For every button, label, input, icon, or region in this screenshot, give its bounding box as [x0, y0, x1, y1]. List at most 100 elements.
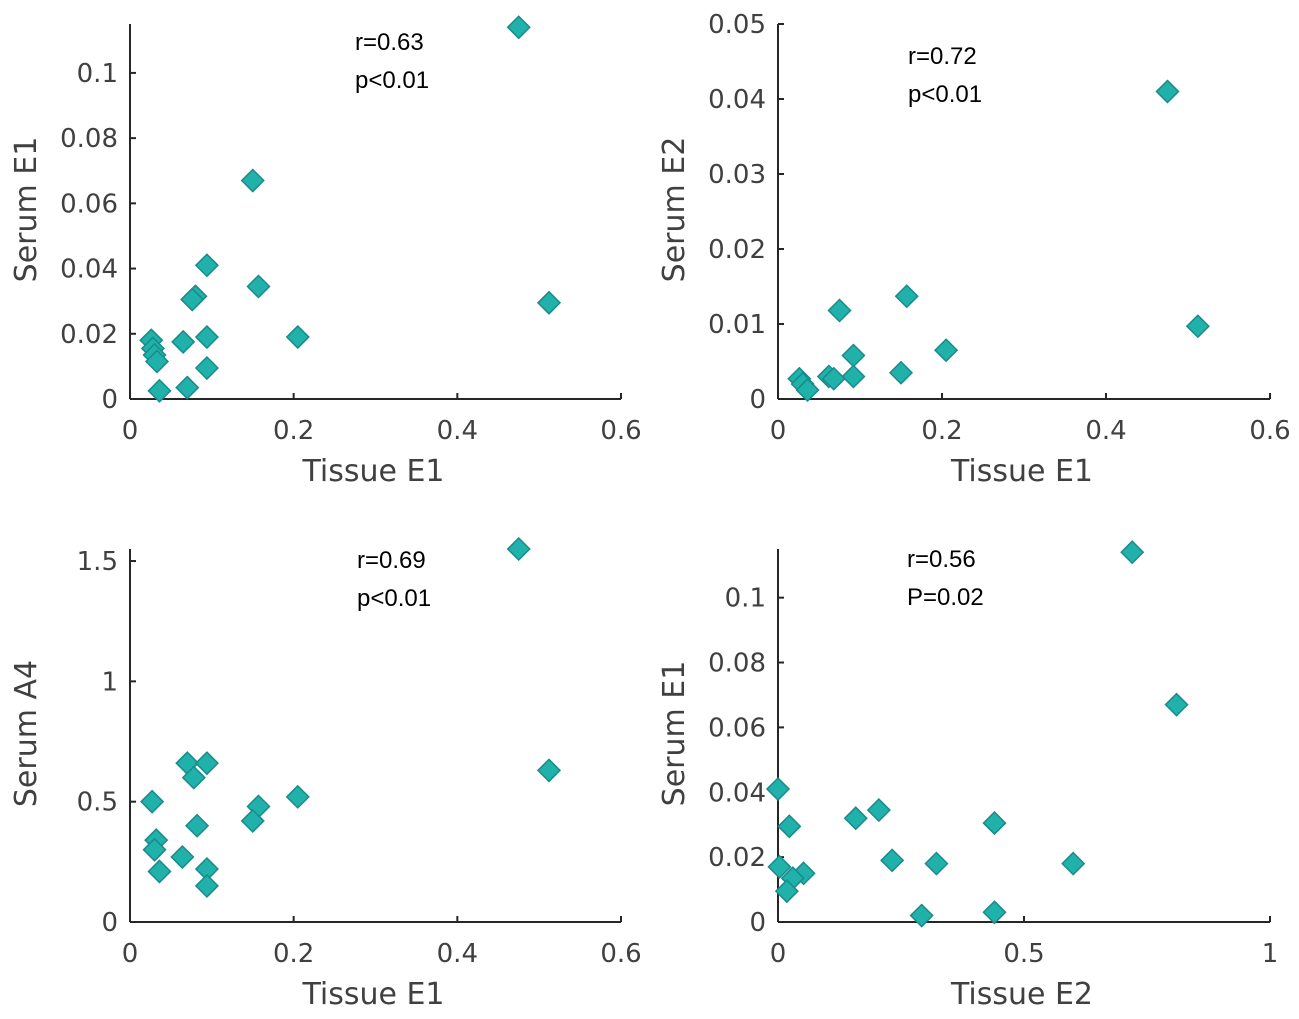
y-tick-label: 0.04: [60, 255, 118, 285]
scatter-panel-tissue-e2-vs-serum-e1: 0 0.5 1 0 0.02 0.04 0.06 0.08 0.1 Tissue E2 Serum …: [657, 540, 1279, 1012]
data-point: [536, 758, 562, 783]
data-point: [240, 808, 265, 833]
y-tick-label: 0.08: [708, 649, 766, 679]
data-point: [536, 290, 562, 315]
y-tick-label: 0.1: [77, 59, 118, 89]
data-point: [506, 536, 531, 562]
data-point: [866, 798, 891, 823]
y-axis-title: Serum E1: [657, 661, 692, 807]
data-point: [1120, 540, 1145, 565]
data-point: [185, 813, 210, 838]
x-tick-label: 0: [122, 416, 139, 446]
y-tick-label: 1.5: [77, 547, 118, 577]
data-point: [880, 848, 905, 873]
x-tick-label: 0.2: [921, 416, 962, 446]
data-point: [1185, 314, 1210, 339]
data-point: [795, 377, 820, 403]
data-point: [246, 274, 271, 299]
data-point: [909, 903, 934, 928]
correlation-p-label: p<0.01: [355, 67, 429, 94]
data-point: [934, 338, 959, 363]
data-point: [194, 751, 219, 776]
x-axis-title: Tissue E1: [301, 977, 444, 1012]
y-tick-label: 0.02: [708, 235, 766, 265]
x-tick-label: 0.6: [600, 939, 641, 969]
x-tick-label: 0.2: [273, 416, 314, 446]
data-point: [142, 837, 167, 862]
data-point: [194, 253, 219, 278]
data-point: [843, 806, 868, 831]
correlation-p-label: P=0.02: [907, 584, 984, 611]
x-tick-label: 0.5: [1003, 939, 1044, 969]
data-point: [147, 378, 172, 403]
data-point: [777, 814, 802, 839]
data-point: [171, 329, 196, 354]
correlation-r-label: r=0.72: [908, 43, 977, 70]
correlation-r-label: r=0.69: [357, 547, 426, 574]
data-point: [175, 375, 200, 400]
x-tick-label: 0.4: [437, 416, 478, 446]
data-point: [180, 287, 205, 312]
y-tick-label: 0.01: [708, 310, 766, 340]
scatter-panel-tissue-e1-vs-serum-e2: 0 0.2 0.4 0.6 0 0.01 0.02 0.03 0.04 0.05 Tissue E1…: [657, 10, 1291, 489]
y-tick-label: 0.02: [60, 320, 118, 350]
y-axis-title: Serum A4: [9, 660, 44, 807]
y-tick-label: 1: [101, 667, 118, 697]
data-point: [194, 355, 219, 381]
data-point: [181, 765, 206, 790]
data-point: [194, 873, 219, 898]
x-tick-label: 0: [770, 939, 787, 969]
data-point: [841, 364, 866, 389]
data-point: [1164, 692, 1189, 717]
y-tick-label: 0.04: [708, 778, 766, 808]
correlation-p-label: p<0.01: [908, 81, 982, 108]
x-tick-label: 0: [122, 939, 139, 969]
x-tick-label: 0.6: [1249, 416, 1290, 446]
data-point: [894, 284, 919, 309]
scatter-panel-tissue-e1-vs-serum-e1: 0 0.2 0.4 0.6 0 0.02 0.04 0.06 0.08 0.1 Tissue E1 S…: [9, 15, 642, 489]
x-tick-label: 0.4: [1085, 416, 1126, 446]
y-axis-title: Serum E1: [9, 137, 44, 283]
y-tick-label: 0.5: [77, 788, 118, 818]
correlation-r-label: r=0.63: [355, 29, 424, 56]
scatter-panel-tissue-e1-vs-serum-a4: 0 0.2 0.4 0.6 0 0.5 1 1.5 Tissue E1 Serum A4 r=0.6…: [9, 536, 642, 1012]
y-tick-label: 0: [749, 385, 766, 415]
x-tick-label: 0: [770, 416, 787, 446]
y-tick-label: 0.08: [60, 124, 118, 154]
data-point: [285, 784, 310, 809]
data-point: [982, 900, 1007, 925]
y-tick-label: 0.06: [708, 713, 766, 743]
x-axis-title: Tissue E1: [950, 454, 1093, 489]
data-point: [170, 844, 195, 870]
data-point: [841, 343, 866, 368]
y-axis-title: Serum E2: [657, 137, 692, 283]
data-point: [1061, 851, 1086, 876]
data-point: [827, 298, 852, 323]
y-tick-label: 0.03: [708, 160, 766, 190]
x-axis-title: Tissue E2: [950, 977, 1093, 1012]
y-tick-label: 0.04: [708, 85, 766, 115]
y-tick-label: 0: [749, 908, 766, 938]
data-point: [765, 776, 791, 802]
data-point: [140, 789, 165, 814]
x-tick-label: 0.2: [273, 939, 314, 969]
data-point: [144, 349, 170, 374]
y-tick-label: 0: [101, 908, 118, 938]
x-tick-label: 0.6: [600, 416, 641, 446]
x-tick-label: 1: [1262, 939, 1279, 969]
data-point: [194, 324, 219, 350]
correlation-p-label: p<0.01: [357, 585, 431, 612]
data-point: [821, 366, 846, 391]
data-point: [888, 360, 914, 385]
x-tick-label: 0.4: [437, 939, 478, 969]
data-point: [767, 854, 792, 879]
data-point: [1155, 79, 1180, 104]
data-point: [240, 168, 265, 193]
y-tick-label: 0.02: [708, 843, 766, 873]
y-tick-label: 0.06: [60, 189, 118, 219]
y-tick-label: 0: [101, 385, 118, 415]
data-point: [774, 879, 799, 904]
data-point: [506, 15, 531, 40]
data-point: [147, 859, 172, 884]
